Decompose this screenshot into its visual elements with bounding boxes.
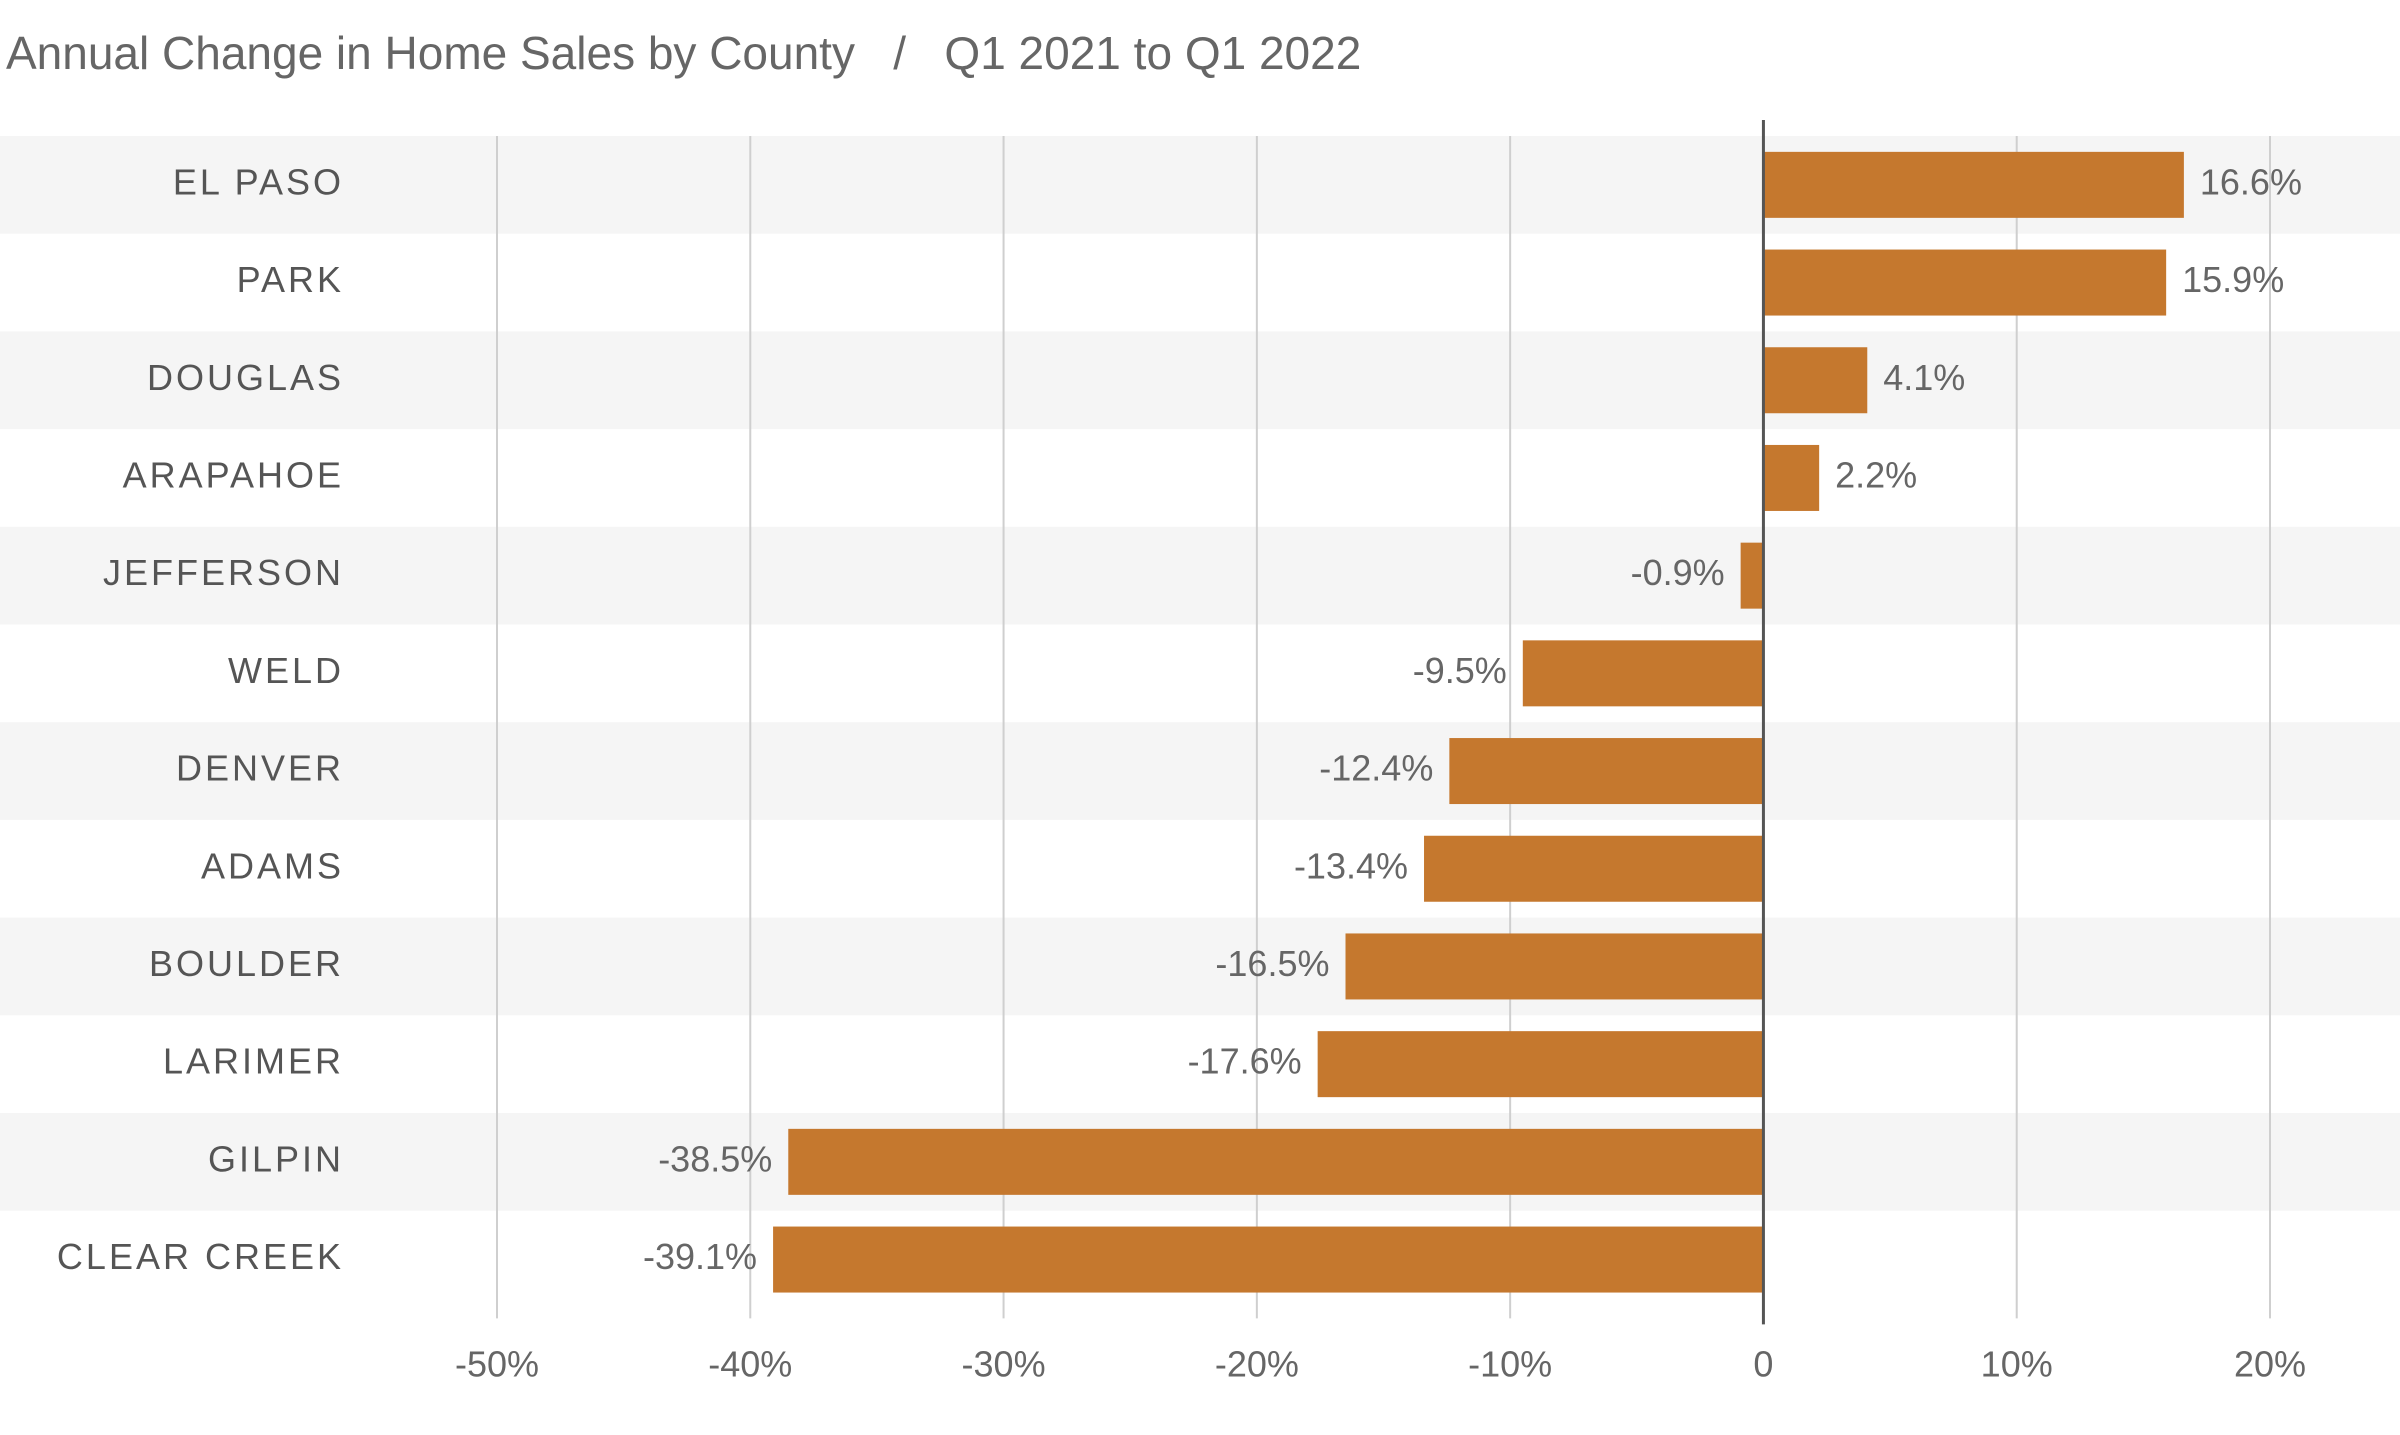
y-tick-label: ARAPAHOE (123, 454, 344, 495)
value-label: 15.9% (2182, 259, 2284, 300)
value-label: -12.4% (1319, 748, 1433, 789)
bar (1763, 249, 2167, 316)
bar (1345, 933, 1764, 1000)
row-band (0, 526, 2400, 625)
bar (1522, 640, 1764, 707)
y-tick-label: ADAMS (201, 845, 344, 886)
y-tick-label: DENVER (176, 748, 344, 789)
value-label: -9.5% (1413, 650, 1507, 691)
x-tick-label: -50% (455, 1344, 539, 1385)
y-tick-label: EL PASO (173, 161, 344, 202)
value-label: 16.6% (2200, 161, 2302, 202)
y-tick-label: JEFFERSON (103, 552, 344, 593)
bar (1424, 835, 1764, 902)
value-label: 2.2% (1835, 454, 1917, 495)
x-tick-label: -30% (962, 1344, 1046, 1385)
x-tick-label: 10% (1981, 1344, 2053, 1385)
value-label: -39.1% (643, 1236, 757, 1277)
value-label: 4.1% (1883, 357, 1965, 398)
bar (1740, 542, 1764, 609)
x-tick-label: -40% (708, 1344, 792, 1385)
y-tick-label: GILPIN (208, 1138, 344, 1179)
row-band (0, 917, 2400, 1016)
value-label: -16.5% (1215, 943, 1329, 984)
bar (1763, 444, 1820, 511)
row-band (0, 331, 2400, 430)
x-tick-label: 20% (2234, 1344, 2306, 1385)
row-band (0, 722, 2400, 820)
bar (1449, 738, 1764, 805)
y-tick-label: LARIMER (163, 1041, 344, 1082)
bar (1763, 151, 2184, 218)
value-label: -0.9% (1631, 552, 1725, 593)
y-tick-label: DOUGLAS (147, 357, 344, 398)
chart-title: Annual Change in Home Sales by County / … (6, 27, 1361, 79)
y-tick-label: PARK (237, 259, 344, 300)
y-tick-label: CLEAR CREEK (57, 1236, 344, 1277)
bar (788, 1128, 1764, 1195)
value-label: -38.5% (658, 1138, 772, 1179)
x-tick-label: -10% (1468, 1344, 1552, 1385)
bar (1317, 1031, 1764, 1098)
value-label: -13.4% (1294, 845, 1408, 886)
bar (773, 1226, 1764, 1293)
y-tick-label: WELD (228, 650, 344, 691)
bar (1763, 347, 1868, 414)
y-tick-label: BOULDER (149, 943, 344, 984)
x-tick-label: -20% (1215, 1344, 1299, 1385)
value-label: -17.6% (1188, 1041, 1302, 1082)
x-tick-label: 0 (1753, 1344, 1773, 1385)
